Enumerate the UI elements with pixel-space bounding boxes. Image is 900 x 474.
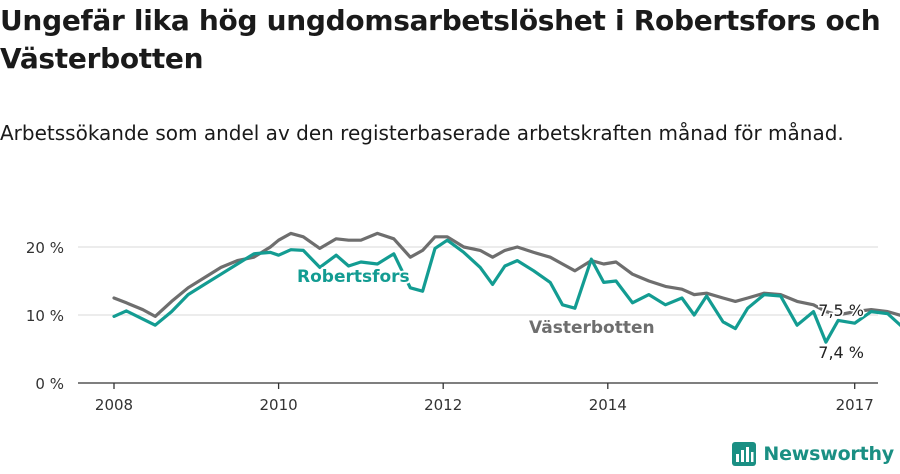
x-tick-label: 2017 — [836, 396, 874, 414]
series-line-robertsfors — [112, 238, 900, 344]
newsworthy-logo: Newsworthy — [731, 440, 894, 468]
y-tick-label: 0 % — [35, 375, 64, 393]
x-axis: 200820102012201420172019202120232025 — [78, 382, 878, 414]
x-tick-label: 2010 — [260, 396, 298, 414]
chart-subtitle: Arbetssökande som andel av den registerb… — [0, 121, 844, 145]
series-lines — [112, 231, 900, 344]
end-label-vasterbotten: 7,4 % — [818, 343, 864, 362]
x-tick-label: 2008 — [95, 396, 133, 414]
series-label-robertsfors: Robertsfors — [297, 267, 410, 287]
end-label-robertsfors: 7,5 % — [818, 301, 864, 320]
series-label-vasterbotten: Västerbotten — [529, 318, 655, 338]
newsworthy-logo-icon — [732, 442, 757, 466]
y-tick-label: 20 % — [26, 239, 64, 257]
newsworthy-logo-text: Newsworthy — [763, 443, 894, 465]
y-tick-label: 10 % — [26, 307, 64, 325]
series-labels: Robertsfors Västerbotten 7,5 % 7,4 % — [295, 265, 866, 364]
x-tick-label: 2014 — [589, 396, 627, 414]
y-axis-ticks: 0 % 10 % 20 % — [26, 239, 64, 393]
chart-title: Ungefär lika hög ungdomsarbetslöshet i R… — [0, 4, 881, 75]
series-line-vsterbotten — [112, 231, 900, 318]
x-tick-label: 2012 — [424, 396, 462, 414]
